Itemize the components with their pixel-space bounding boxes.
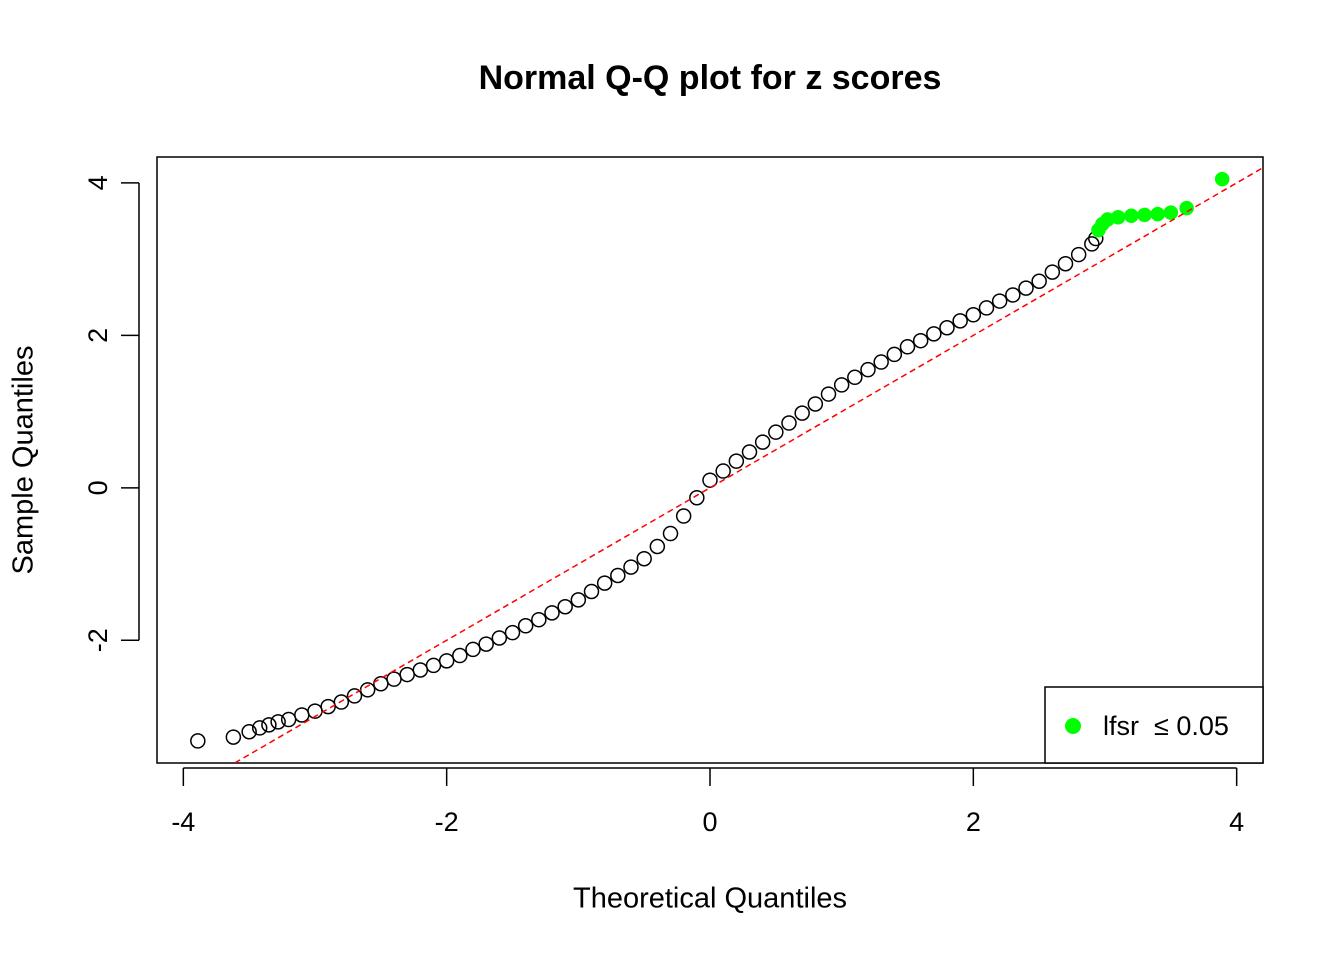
point <box>847 369 863 386</box>
point <box>251 720 268 736</box>
point <box>820 386 837 402</box>
legend-marker <box>1065 718 1081 734</box>
point <box>702 472 718 488</box>
point <box>438 653 455 669</box>
point <box>1150 206 1165 222</box>
point <box>1179 200 1194 216</box>
y-tick-label: 0 <box>83 480 113 495</box>
point <box>873 354 889 370</box>
point <box>623 559 639 575</box>
x-tick-label: 2 <box>966 807 981 837</box>
point <box>544 605 560 621</box>
plot-frame <box>156 156 1264 764</box>
y-tick-label: -2 <box>83 628 113 652</box>
point <box>412 662 429 678</box>
point <box>557 598 573 615</box>
chart-title: Normal Q-Q plot for z scores <box>479 59 942 97</box>
point <box>741 444 758 460</box>
point <box>452 647 468 664</box>
legend-box <box>1044 686 1264 764</box>
point <box>1124 208 1139 223</box>
legend-label: lfsr ≤ 0.05 <box>1103 711 1229 741</box>
point <box>991 293 1008 309</box>
point <box>596 575 613 591</box>
y-tick-label: 2 <box>83 328 113 343</box>
point <box>649 538 666 555</box>
point <box>1163 205 1179 220</box>
point <box>794 405 810 421</box>
point <box>399 666 415 683</box>
point <box>939 319 955 336</box>
point <box>781 415 797 431</box>
point <box>531 611 547 628</box>
point <box>715 463 731 479</box>
point <box>478 636 494 652</box>
point <box>662 525 679 542</box>
point <box>504 624 521 641</box>
point <box>465 641 481 658</box>
x-axis-title: Theoretical Quantiles <box>573 883 847 915</box>
point <box>294 707 310 723</box>
y-axis-title: Sample Quantiles <box>8 346 40 575</box>
x-tick-label: 4 <box>1229 807 1244 837</box>
point <box>912 332 929 349</box>
point <box>610 567 626 584</box>
point <box>333 694 350 710</box>
point <box>225 729 242 745</box>
point <box>491 630 508 646</box>
point <box>926 326 942 342</box>
point <box>570 592 587 608</box>
point <box>807 396 824 412</box>
point <box>860 361 876 378</box>
point <box>190 733 206 749</box>
point <box>899 339 916 355</box>
point <box>1044 264 1061 280</box>
point <box>1214 171 1230 187</box>
point <box>261 717 277 733</box>
point <box>386 671 402 687</box>
point <box>517 618 534 634</box>
reference-line <box>233 167 1263 763</box>
point <box>425 657 442 674</box>
point <box>1070 246 1087 263</box>
y-tick-label: 4 <box>83 175 113 190</box>
point <box>583 583 600 600</box>
point <box>270 714 286 730</box>
point <box>1057 255 1074 272</box>
point <box>965 307 982 323</box>
point <box>1031 273 1047 289</box>
point <box>1084 236 1100 252</box>
point <box>636 550 652 567</box>
point <box>833 377 850 393</box>
x-tick-label: -4 <box>171 807 195 837</box>
point <box>689 489 705 506</box>
point <box>1110 209 1126 225</box>
point <box>675 508 692 524</box>
x-tick-label: -2 <box>435 807 459 837</box>
point <box>886 346 903 363</box>
point <box>1137 207 1152 223</box>
x-tick-label: 0 <box>702 807 717 837</box>
point <box>359 682 376 698</box>
point <box>346 688 363 704</box>
point <box>768 424 784 440</box>
point <box>373 675 389 692</box>
point <box>280 711 297 728</box>
point <box>952 313 968 329</box>
point <box>1005 287 1021 303</box>
point <box>241 723 257 740</box>
point <box>1018 280 1034 296</box>
point <box>728 453 745 469</box>
point <box>978 300 995 316</box>
point <box>754 434 771 450</box>
